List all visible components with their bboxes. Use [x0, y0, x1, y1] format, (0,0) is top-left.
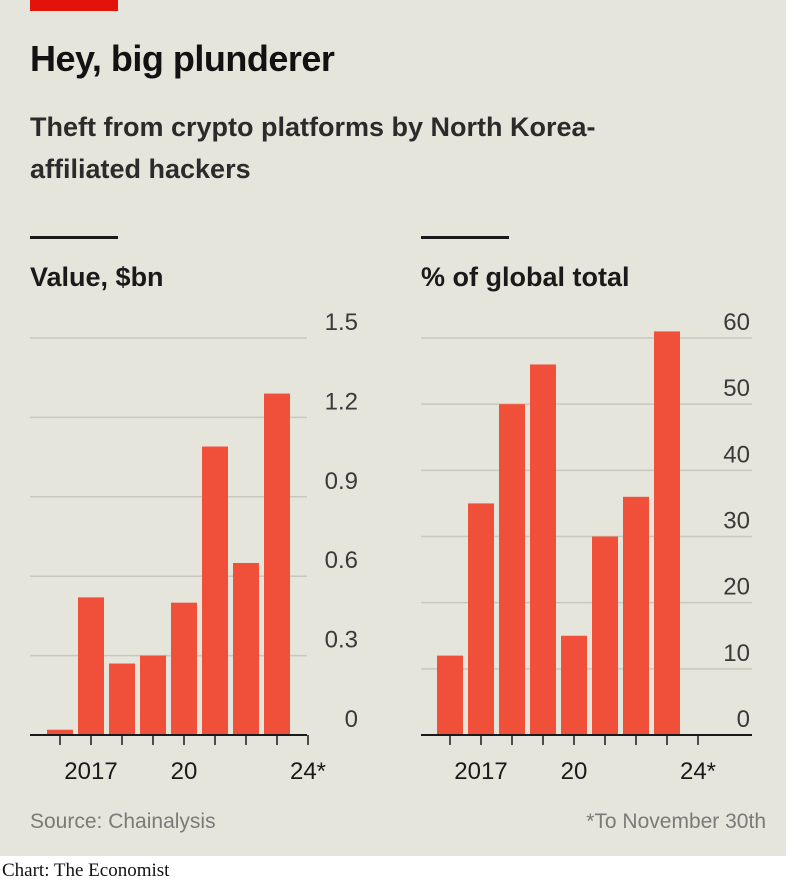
value-y-tick-label: 1.2 — [325, 388, 358, 415]
value-bar-2017 — [78, 597, 104, 735]
share-y-tick-label: 0 — [737, 706, 750, 733]
value-y-tick-label: 0.9 — [325, 468, 358, 495]
share-y-tick-label: 20 — [723, 574, 750, 601]
value-x-tick-label: 24* — [290, 758, 326, 785]
share-y-tick-label: 40 — [723, 441, 750, 468]
value-bar-2016 — [47, 729, 73, 735]
share-y-tick-label: 50 — [723, 375, 750, 402]
brand-accent-tab — [30, 0, 118, 11]
share-bar-2022 — [623, 496, 649, 735]
share-x-tick-label: 20 — [561, 758, 588, 785]
value-bar-2020 — [171, 602, 197, 735]
share-x-tick-label: 2017 — [454, 758, 507, 785]
chart-credit: Chart: The Economist — [2, 860, 170, 881]
chart-subtitle: Theft from crypto platforms by North Kor… — [30, 112, 596, 184]
value-y-tick-label: 0.6 — [325, 547, 358, 574]
share-x-tick-label: 24* — [680, 758, 716, 785]
share-bar-2019 — [530, 364, 556, 735]
share-panel-title: % of global total — [421, 262, 630, 292]
share-bar-2020 — [561, 635, 587, 735]
share-y-tick-label: 10 — [723, 640, 750, 667]
value-bar-2018 — [109, 663, 135, 735]
value-bar-2023 — [264, 393, 290, 735]
value-x-tick-label: 2017 — [64, 758, 117, 785]
value-bar-2022 — [233, 562, 259, 735]
charts-svg: Value, $bn 0 0.3 0.6 0.9 1.2 1.5 2017 20 24* % of … — [30, 236, 752, 785]
share-bar-2017 — [468, 503, 494, 735]
footnote: *To November 30th — [586, 810, 766, 833]
value-y-tick-label: 0 — [345, 706, 358, 733]
share-bar-2016 — [437, 655, 463, 735]
value-title-rule — [30, 236, 118, 239]
value-y-tick-label: 1.5 — [325, 309, 358, 336]
chart-title: Hey, big plunderer — [30, 38, 335, 79]
share-y-tick-label: 30 — [723, 508, 750, 535]
value-bar-2019 — [140, 655, 166, 735]
value-y-tick-label: 0.3 — [325, 627, 358, 654]
share-bar-2023 — [654, 331, 680, 735]
share-y-tick-label: 60 — [723, 309, 750, 336]
share-bar-2018 — [499, 404, 525, 735]
share-bar-2021 — [592, 536, 618, 735]
value-panel-title: Value, $bn — [30, 262, 164, 292]
share-title-rule — [421, 236, 509, 239]
source-note: Source: Chainalysis — [30, 810, 216, 833]
value-bar-2021 — [202, 446, 228, 735]
value-x-tick-label: 20 — [171, 758, 198, 785]
